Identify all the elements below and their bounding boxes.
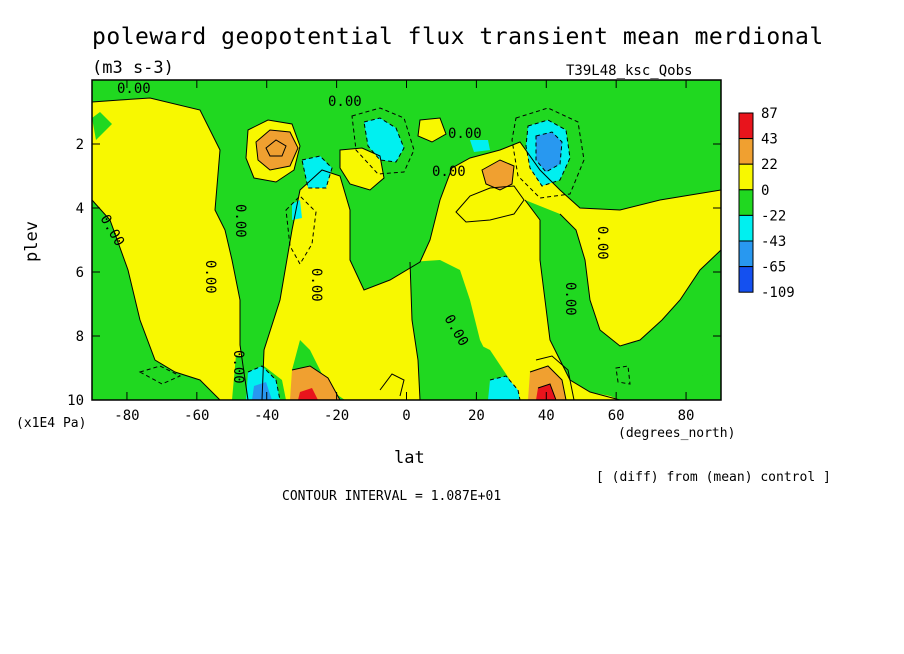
- colorbar-label: -43: [761, 234, 786, 250]
- contour-label: 0.00: [117, 81, 151, 97]
- contour-label: 0.00: [594, 226, 610, 260]
- colorbar: 87 43 22 0 -22 -43 -65 -109: [738, 106, 795, 301]
- x-units-label: (degrees_north): [618, 426, 736, 441]
- x-axis-label: lat: [394, 448, 425, 468]
- contour-negative-line: [489, 375, 521, 400]
- contour-interval: CONTOUR INTERVAL = 1.087E+01: [282, 489, 502, 504]
- contour-zero-line: [524, 199, 621, 400]
- y-tick-label: 2: [76, 137, 84, 153]
- contour-label: 0.00: [432, 164, 466, 180]
- contour-negative-line: [615, 365, 631, 385]
- contour-negative-line: [351, 107, 415, 175]
- contour-positive-line: [339, 147, 385, 191]
- contour-positive-line: [455, 185, 525, 223]
- fill-positive-island: [340, 148, 384, 190]
- contour-negative-lines: [138, 107, 631, 400]
- x-tick-label: -20: [324, 408, 349, 424]
- colorbar-label: -65: [761, 260, 786, 276]
- contour-lines: [92, 97, 721, 400]
- contour-negative-line: [363, 117, 405, 163]
- fill-negative-band: [525, 200, 721, 400]
- y-tick-label: 4: [76, 201, 84, 217]
- colorbar-label: 43: [761, 132, 778, 148]
- contour-zero-line: [409, 261, 421, 400]
- colorbar-swatch: [738, 189, 754, 216]
- diff-note: [ (diff) from (mean) control ]: [596, 470, 831, 485]
- y-units-label: (x1E4 Pa): [16, 416, 87, 431]
- contour-label: 0.00: [562, 282, 578, 316]
- y-tick-label: 8: [76, 329, 84, 345]
- contour-label: 0.00: [230, 350, 246, 384]
- x-tick-label: 20: [468, 408, 485, 424]
- contour-positive-line: [245, 119, 301, 183]
- units-label: (m3 s-3): [92, 58, 174, 78]
- experiment-label: T39L48_ksc_Qobs: [566, 63, 693, 79]
- contour-zero-line: [92, 97, 249, 400]
- contour-positive-line: [535, 355, 575, 400]
- fill-strong-negative: [488, 376, 520, 400]
- fill-negative-band: [92, 112, 112, 140]
- x-tick-label: 40: [538, 408, 555, 424]
- fill-strong-negative: [302, 156, 332, 188]
- colorbar-label: 0: [761, 183, 769, 199]
- contour-zero-line: [261, 141, 721, 400]
- x-tick-label: 0: [402, 408, 410, 424]
- colorbar-swatch: [738, 240, 754, 268]
- colorbar-swatch: [738, 112, 754, 140]
- fill-strong-negative: [470, 140, 490, 152]
- contour-negative-line: [535, 131, 563, 173]
- colorbar-label: -109: [761, 285, 795, 301]
- colorbar-label: 87: [761, 106, 778, 122]
- fill-positive-island: [418, 118, 446, 142]
- fill-negative-band: [92, 200, 220, 400]
- x-tick-label: 80: [678, 408, 695, 424]
- contour-positive-line: [255, 129, 299, 171]
- filled-contours: [92, 80, 721, 400]
- contour-positive-line: [265, 139, 287, 157]
- fill-strong-positive: [256, 130, 298, 170]
- fill-strong-negative: [364, 118, 404, 162]
- colorbar-swatch: [738, 163, 754, 191]
- contour-label: 0.00: [232, 204, 248, 238]
- contour-positive-line: [481, 159, 515, 191]
- contour-negative-line: [525, 119, 571, 187]
- fill-strong-positive: [482, 160, 514, 190]
- contour-positive-line: [379, 373, 405, 397]
- fill-negative-band: [650, 372, 721, 400]
- x-tick-label: -80: [114, 408, 139, 424]
- contour-zero-line: [92, 199, 221, 400]
- contour-positive-line: [529, 365, 567, 400]
- contour-label: 0.00: [328, 94, 362, 110]
- contour-positive-line: [291, 365, 341, 400]
- colorbar-label: 22: [761, 157, 778, 173]
- contour-zero-line: [559, 213, 721, 347]
- contour-label: 0.00: [448, 126, 482, 142]
- fill-strong-negative: [536, 132, 562, 172]
- contour-label: 0.00: [308, 268, 324, 302]
- contour-negative-line: [247, 365, 281, 400]
- contour-negative-line: [511, 107, 585, 199]
- contour-positive-line: [417, 117, 447, 143]
- y-tick-label: 6: [76, 265, 84, 281]
- contour-negative-line: [138, 365, 182, 385]
- x-tick-label: -40: [254, 408, 279, 424]
- axis-ticks: -80 -60 -40 -20 0 20 40 60 80 2 4 6 8 10: [67, 80, 721, 424]
- x-tick-label: 60: [608, 408, 625, 424]
- colorbar-swatch: [738, 214, 754, 242]
- fill-max-positive: [298, 388, 318, 400]
- colorbar-label: -22: [761, 208, 786, 224]
- contour-positive-line: [537, 383, 557, 400]
- x-tick-label: -60: [184, 408, 209, 424]
- colorbar-swatch: [738, 138, 754, 165]
- chart-title: poleward geopotential flux transient mea…: [92, 24, 824, 50]
- colorbar-swatch: [738, 266, 754, 293]
- y-tick-label: 10: [67, 393, 84, 409]
- contour-negative-line: [301, 155, 333, 189]
- contour-label: 0.00: [202, 260, 218, 294]
